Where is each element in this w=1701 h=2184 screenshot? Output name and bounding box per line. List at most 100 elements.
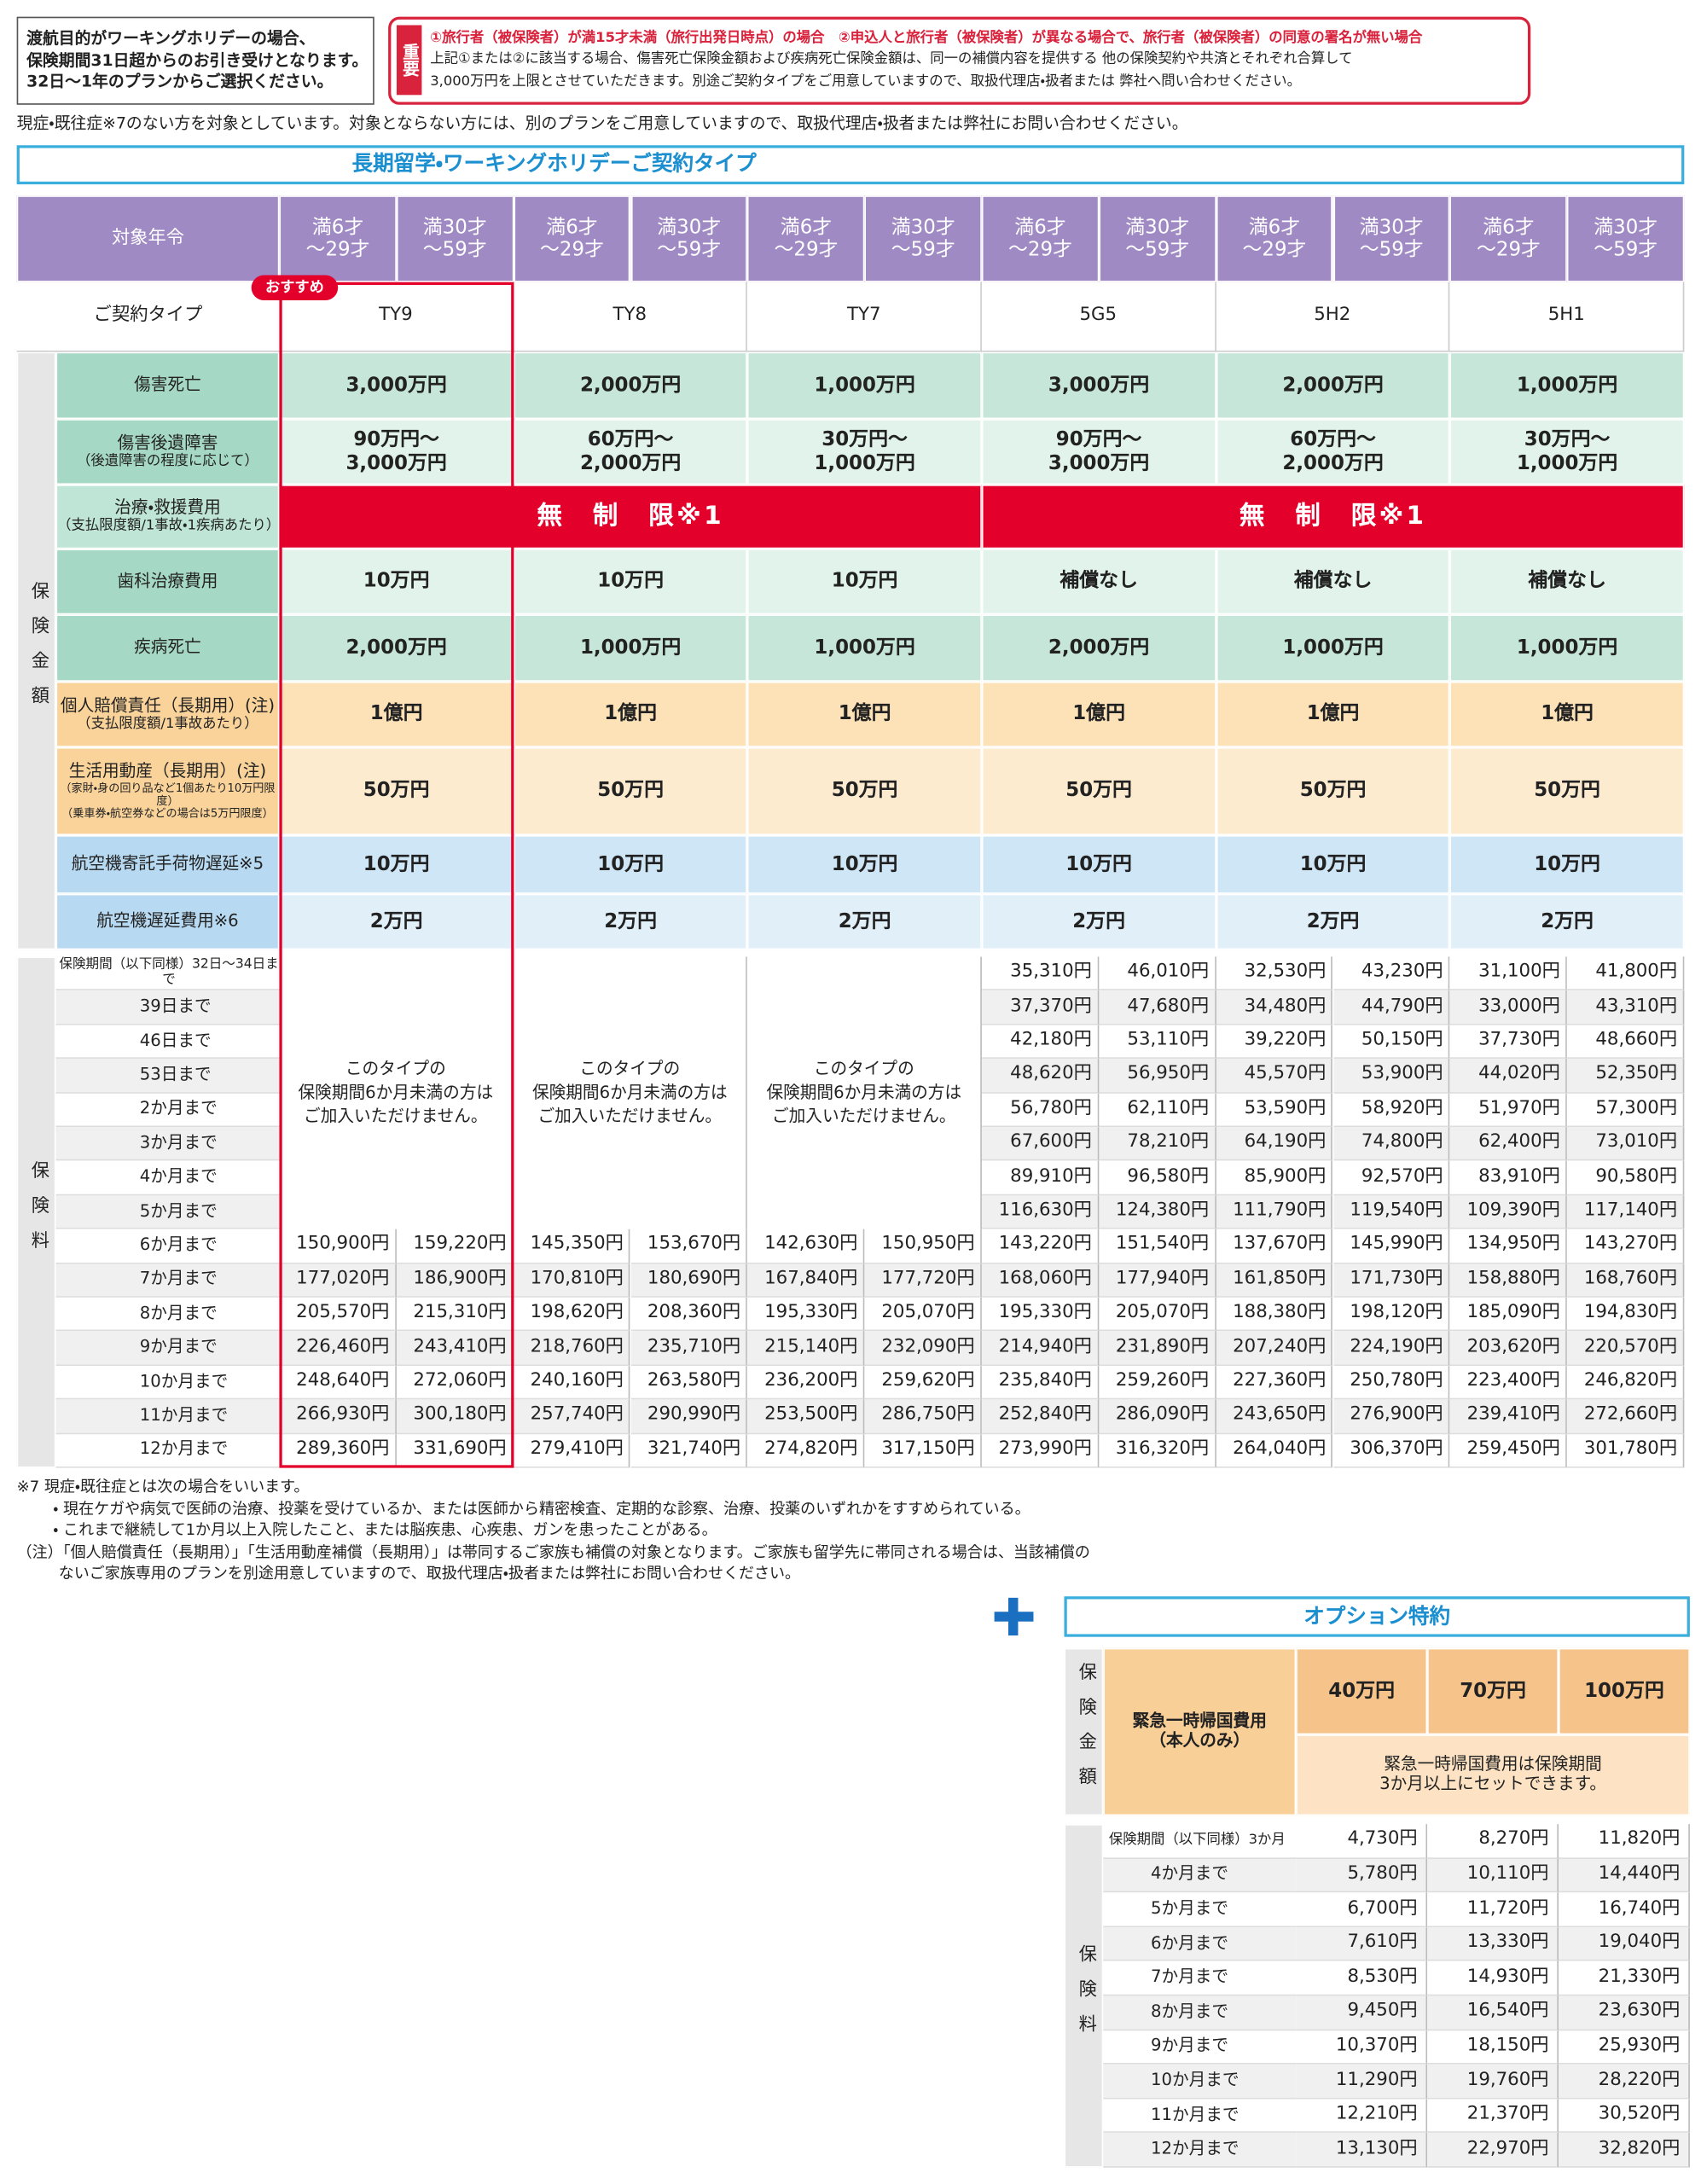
premium-value: 306,370円 (1332, 1433, 1450, 1468)
option-value: 10,370円 (1296, 2030, 1428, 2065)
coverage-label: 疾病死亡 (55, 614, 280, 682)
important-line: 上記①または②に該当する場合、傷害死亡保険金額および疾病死亡保険金額は、同一の補… (430, 51, 1353, 67)
coverage-value: 50万円 (513, 746, 748, 835)
option-value: 22,970円 (1427, 2133, 1559, 2168)
important-line: ①旅行者（被保険者）が満15才未満（旅行出発日時点）の場合 ②申込人と旅行者（被… (430, 30, 1423, 46)
premium-value: 134,950円 (1449, 1228, 1568, 1263)
premium-value: 83,910円 (1449, 1161, 1568, 1196)
coverage-value: 50万円 (1449, 746, 1685, 835)
recommend-frame (279, 282, 514, 1468)
premium-value: 96,580円 (1099, 1161, 1216, 1196)
premium-label: 7か月まで (55, 1263, 280, 1298)
premium-value: 331,690円 (396, 1433, 514, 1468)
premium-value: 145,350円 (513, 1228, 631, 1263)
premium-value: 56,780円 (981, 1093, 1100, 1128)
coverage-label: 治療・救援費用 （支払限度額/1事故・1疾病あたり） (55, 485, 280, 549)
header-note: 渡航目的がワーキングホリデーの場合、 保険期間31日超からのお引き受けとなります… (16, 16, 374, 105)
premium-value: 177,020円 (279, 1263, 397, 1298)
premium-value: 171,730円 (1332, 1263, 1450, 1298)
option-value: 13,130円 (1296, 2133, 1428, 2168)
option-value: 11,290円 (1296, 2064, 1428, 2100)
age-cell: 満30才 〜59才 (864, 195, 982, 282)
coverage-value: 30万円〜 1,000万円 (747, 419, 982, 485)
premium-label: 3か月まで (55, 1127, 280, 1162)
option-value: 21,330円 (1559, 1961, 1690, 1996)
premium-label: 11か月まで (55, 1399, 280, 1434)
premium-value: 186,900円 (396, 1263, 514, 1298)
option-note: 緊急一時帰国費用は保険期間 3か月以上にセットできます。 (1296, 1734, 1690, 1816)
premium-value: 246,820円 (1567, 1365, 1685, 1400)
age-cell: 満30才 〜59才 (630, 195, 748, 282)
coverage-sub: （家財・身の回り品など1個あたり10万円限度） （乗車券・航空券などの場合は5万… (60, 781, 276, 820)
footnote: ・ 現在ケガや病気で医師の治療、投薬を受けているか、または医師から精密検査、定期… (53, 1499, 1030, 1519)
premium-value: 109,390円 (1449, 1195, 1568, 1229)
important-box (388, 16, 1531, 105)
option-value: 13,330円 (1427, 1926, 1559, 1962)
premium-value: 170,810円 (513, 1263, 631, 1298)
premium-value: 274,820円 (747, 1433, 865, 1468)
premium-value: 220,570円 (1567, 1331, 1685, 1366)
coverage-value: 2,000万円 (1216, 351, 1450, 420)
premium-value: 44,790円 (1332, 990, 1450, 1025)
coverage-value: 1億円 (513, 681, 748, 747)
option-amount: 40万円 (1296, 1647, 1428, 1735)
coverage-value: 50万円 (981, 746, 1216, 835)
coverage-value: 2,000万円 (981, 614, 1216, 682)
coverage-value: 1億円 (1449, 681, 1685, 747)
premium-value: 161,850円 (1216, 1263, 1333, 1298)
option-value: 21,370円 (1427, 2099, 1559, 2134)
option-value: 8,530円 (1296, 1961, 1428, 1996)
premium-value: 243,410円 (396, 1331, 514, 1366)
recommend-badge: おすすめ (251, 275, 339, 300)
premium-value: 116,630円 (981, 1195, 1100, 1229)
coverage-value: 1,000万円 (1216, 614, 1450, 682)
premium-value: 74,800円 (1332, 1127, 1450, 1162)
premium-value: 167,840円 (747, 1263, 865, 1298)
coverage-value: 50万円 (1216, 746, 1450, 835)
premium-value: 90,580円 (1567, 1161, 1685, 1196)
premium-value: 62,110円 (1099, 1093, 1216, 1128)
premium-value: 41,800円 (1567, 956, 1685, 991)
premium-value: 205,570円 (279, 1297, 397, 1332)
coverage-value: 1億円 (279, 681, 514, 747)
coverage-value: 1,000万円 (747, 614, 982, 682)
premium-value: 259,260円 (1099, 1365, 1216, 1400)
premium-value: 62,400円 (1449, 1127, 1568, 1162)
age-cell: 満30才 〜59才 (396, 195, 514, 282)
premium-value: 264,040円 (1216, 1433, 1333, 1468)
premium-value: 37,370円 (981, 990, 1100, 1025)
premium-value: 259,620円 (864, 1365, 982, 1400)
premium-value: 235,840円 (981, 1365, 1100, 1400)
coverage-value: 補償なし (1449, 549, 1685, 615)
age-cell: 満30才 〜59才 (1332, 195, 1450, 282)
coverage-name: 航空機遅延費用※6 (96, 910, 239, 931)
premium-value: 272,660円 (1567, 1399, 1685, 1434)
coverage-value: 2万円 (1449, 893, 1685, 950)
premium-value: 286,750円 (864, 1399, 982, 1434)
option-value: 14,440円 (1559, 1858, 1690, 1893)
premium-value: 53,900円 (1332, 1059, 1450, 1094)
option-value: 4,730円 (1296, 1824, 1428, 1859)
premium-value: 266,930円 (279, 1399, 397, 1434)
coverage-value: 60万円〜 2,000万円 (1216, 419, 1450, 485)
premium-value: 235,710円 (630, 1331, 748, 1366)
premium-value: 50,150円 (1332, 1025, 1450, 1060)
coverage-value: 2万円 (1216, 893, 1450, 950)
premium-value: 289,360円 (279, 1433, 397, 1468)
coverage-value: 10万円 (513, 834, 748, 894)
coverage-name: 航空機寄託手荷物遅延※5 (71, 853, 264, 874)
important-line: 3,000万円を上限とさせていただきます。別途ご契約タイプをご用意していますので… (430, 73, 1301, 90)
premium-value: 58,920円 (1332, 1093, 1450, 1128)
age-cell: 満6才 〜29才 (513, 195, 631, 282)
premium-value: 317,150円 (864, 1433, 982, 1468)
notice: 現症・既往症※7のない方を対象としています。対象とならない方には、別のプランをご… (16, 113, 1188, 134)
option-value: 14,930円 (1427, 1961, 1559, 1996)
type-cell: TY8 (513, 282, 748, 352)
premium-value: 180,690円 (630, 1263, 748, 1298)
premium-value: 226,460円 (279, 1331, 397, 1366)
age-cell: 満6才 〜29才 (279, 195, 397, 282)
premium-value: 248,640円 (279, 1365, 397, 1400)
premium-value: 51,970円 (1449, 1093, 1568, 1128)
coverage-value: 1億円 (747, 681, 982, 747)
coverage-value: 90万円〜 3,000万円 (981, 419, 1216, 485)
